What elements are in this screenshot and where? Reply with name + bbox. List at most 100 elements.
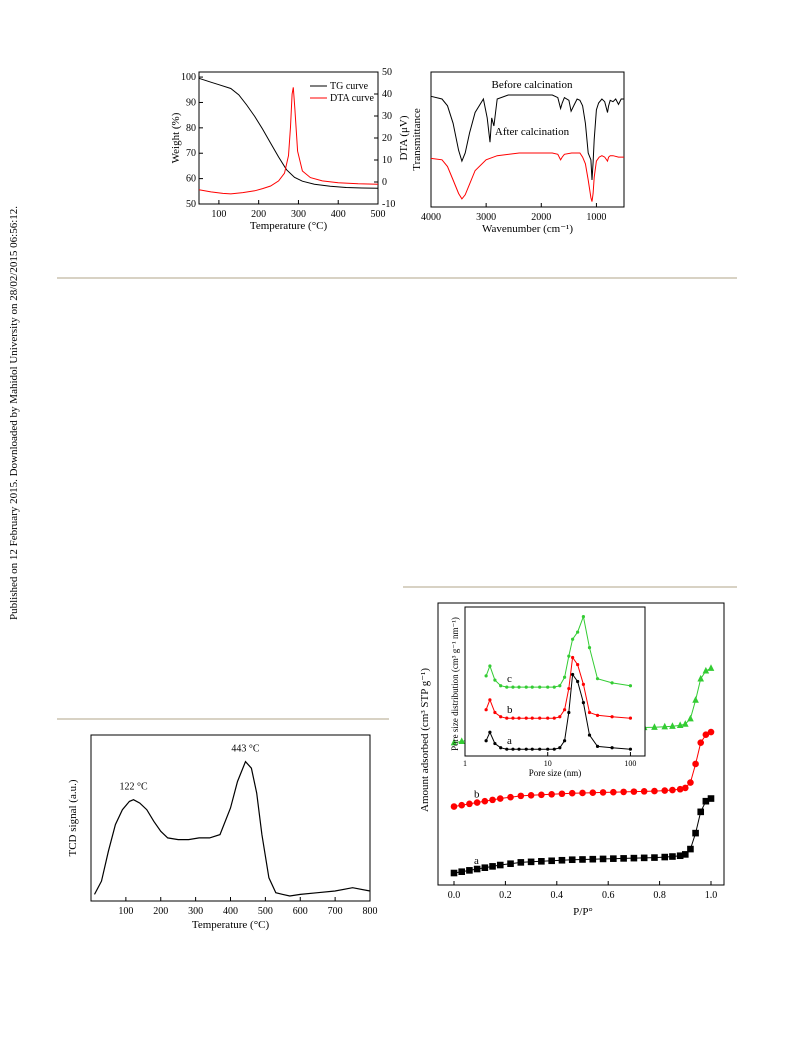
inset-point [524, 747, 528, 751]
tg-dta-y2tick-label: 20 [382, 133, 392, 144]
inset-point [511, 685, 515, 689]
inset-point [628, 684, 633, 688]
inset-point [538, 716, 542, 720]
isotherm-series-label: a [474, 855, 479, 867]
tg-dta-series-line [198, 77, 379, 189]
inset-point [628, 747, 633, 751]
tg-dta-xtick-label: 400 [331, 209, 346, 220]
inset-point [576, 679, 580, 684]
tpd-xtick-label: 800 [363, 906, 378, 917]
isotherm-point [466, 867, 473, 874]
inset-series-label: a [507, 735, 512, 747]
tpd-xtick-label: 400 [223, 906, 238, 917]
isotherm-ylabel: Amount adsorbed (cm³ STP g⁻¹) [419, 668, 431, 812]
inset-series-label: b [507, 704, 513, 716]
isotherm-point [589, 855, 597, 863]
inset-point [558, 715, 562, 719]
inset-point [493, 678, 497, 682]
isotherm-point [661, 722, 669, 730]
tg-dta-ytick-label: 50 [186, 199, 196, 210]
inset-xtick-label: 10 [544, 759, 552, 768]
isotherm-point [640, 854, 648, 862]
tpd-xtick-label: 200 [153, 906, 168, 917]
isotherm-point [458, 737, 466, 744]
inset-point [587, 733, 592, 737]
tg-dta-y2tick-label: 30 [382, 111, 392, 122]
tg-dta-y2tick-label: 50 [382, 67, 392, 78]
isotherm-point [687, 714, 694, 722]
inset-point [517, 685, 521, 689]
inset-point [546, 747, 550, 751]
isotherm-point [473, 799, 481, 806]
inset-xlabel: Pore size (nm) [529, 768, 581, 778]
ftir-ylabel: Transmittance [411, 108, 423, 171]
tpd-annotation: 443 °C [231, 744, 259, 755]
isotherm-point [507, 793, 514, 801]
inset-point [524, 716, 528, 720]
inset-xtick-label: 100 [624, 759, 636, 768]
isotherm-point [481, 864, 489, 871]
isotherm-point [450, 869, 458, 877]
isotherm-point [682, 851, 689, 858]
inset-point [499, 746, 503, 750]
inset-point [524, 685, 528, 689]
tg-dta-y2tick-label: 40 [382, 89, 392, 100]
isotherm-point [620, 855, 627, 862]
inset-point [505, 685, 509, 689]
inset-point [610, 715, 614, 719]
inset-point [571, 672, 575, 677]
inset-point [610, 681, 614, 685]
isotherm-point [507, 860, 514, 868]
inset-point [563, 675, 567, 679]
tg-dta-y2tick-label: 0 [382, 177, 387, 188]
inset-point [493, 741, 497, 746]
isotherm-xtick-label: 1.0 [705, 890, 718, 901]
isotherm-xlabel: P/P° [573, 906, 593, 918]
isotherm-point [558, 790, 566, 798]
isotherm-point [702, 797, 710, 805]
isotherm-point [568, 789, 576, 797]
isotherm-point [702, 731, 710, 738]
inset-point [511, 747, 515, 751]
tg-dta-ylabel: Weight (%) [170, 112, 182, 163]
isotherm-point [489, 796, 496, 804]
inset-point [546, 716, 550, 720]
isotherm-point [489, 863, 496, 870]
tg-dta-series-line [198, 87, 379, 195]
ftir-series-label: Before calcination [492, 79, 573, 91]
isotherm-point [527, 858, 535, 866]
ftir-xlabel: Wavenumber (cm⁻¹) [482, 223, 573, 235]
inset-series-label: c [507, 673, 512, 685]
inset-point [576, 662, 580, 667]
inset-point [587, 710, 592, 715]
ftir-plot-frame [430, 71, 625, 208]
inset-point [530, 747, 534, 751]
inset-point [610, 746, 614, 750]
inset-point [499, 715, 503, 719]
inset-point [558, 684, 562, 688]
isotherm-point [682, 720, 689, 727]
isotherm-point [692, 696, 699, 703]
isotherm-xtick-label: 0.6 [602, 890, 615, 901]
isotherm-xtick-label: 0.2 [499, 890, 512, 901]
tpd-plot-frame [90, 734, 371, 902]
isotherm-point [450, 738, 458, 746]
inset-point [567, 654, 571, 658]
tg-dta-ytick-label: 60 [186, 174, 196, 185]
isotherm-point [610, 855, 617, 862]
isotherm-point [707, 664, 715, 671]
inset-series-line [485, 614, 631, 688]
inset-point [484, 674, 488, 678]
isotherm-point [450, 803, 458, 810]
isotherm-point [661, 787, 669, 794]
inset-point [517, 716, 521, 720]
tg-dta-xtick-label: 300 [291, 209, 306, 220]
isotherm-point [707, 728, 715, 736]
tpd-xtick-label: 700 [328, 906, 343, 917]
tg-dta-y2label: DTA (μV) [398, 115, 410, 160]
isotherm-point [630, 854, 638, 862]
isotherm-point [630, 788, 638, 795]
isotherm-point [702, 666, 710, 674]
inset-point [595, 677, 600, 681]
ftir-series-line [430, 94, 624, 181]
